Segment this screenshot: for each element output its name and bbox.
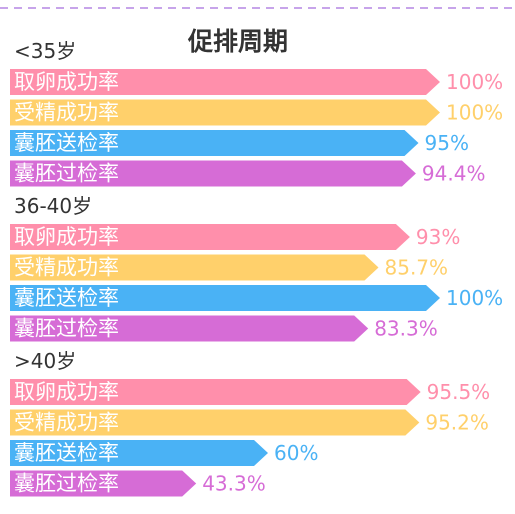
bar (10, 315, 369, 342)
bar-category-label: 囊胚送检率 (14, 286, 119, 310)
bar-category-label: 取卵成功率 (14, 70, 119, 94)
bar-category-label: 受精成功率 (14, 101, 119, 125)
bar-category-label: 受精成功率 (14, 256, 119, 280)
bar (10, 224, 410, 250)
bar-value-label: 95.2% (425, 411, 489, 435)
bar (10, 470, 197, 497)
bar-category-label: 囊胚过检率 (14, 317, 119, 341)
group-label: <35岁 (14, 39, 76, 63)
bar-value-label: 93% (416, 225, 460, 249)
bar-category-label: 囊胚送检率 (14, 131, 119, 155)
bar (10, 69, 440, 95)
chart-title: 促排周期 (187, 27, 288, 56)
bar-value-label: 43.3% (202, 472, 266, 496)
bar-value-label: 100% (446, 286, 503, 310)
bar (10, 99, 440, 126)
bar (10, 160, 416, 187)
bar-category-label: 受精成功率 (14, 411, 119, 435)
bar-value-label: 83.3% (374, 317, 438, 341)
bar-value-label: 95.5% (427, 380, 491, 404)
bar (10, 409, 420, 436)
bar-category-label: 囊胚送检率 (14, 441, 119, 465)
group-label: 36-40岁 (14, 194, 92, 218)
bar (10, 379, 421, 405)
group-label: >40岁 (14, 349, 76, 373)
bar-value-label: 85.7% (385, 256, 449, 280)
bar (10, 254, 379, 281)
bar (10, 285, 440, 311)
bar-value-label: 60% (274, 441, 318, 465)
bar-value-label: 95% (425, 131, 469, 155)
bar-category-label: 取卵成功率 (14, 380, 119, 404)
bar (10, 130, 419, 156)
bar-value-label: 100% (446, 101, 503, 125)
bar-value-label: 94.4% (422, 162, 486, 186)
bar-category-label: 囊胚过检率 (14, 472, 119, 496)
bar-category-label: 囊胚过检率 (14, 162, 119, 186)
bar-value-label: 100% (446, 70, 503, 94)
bar (10, 440, 268, 466)
bar-category-label: 取卵成功率 (14, 225, 119, 249)
